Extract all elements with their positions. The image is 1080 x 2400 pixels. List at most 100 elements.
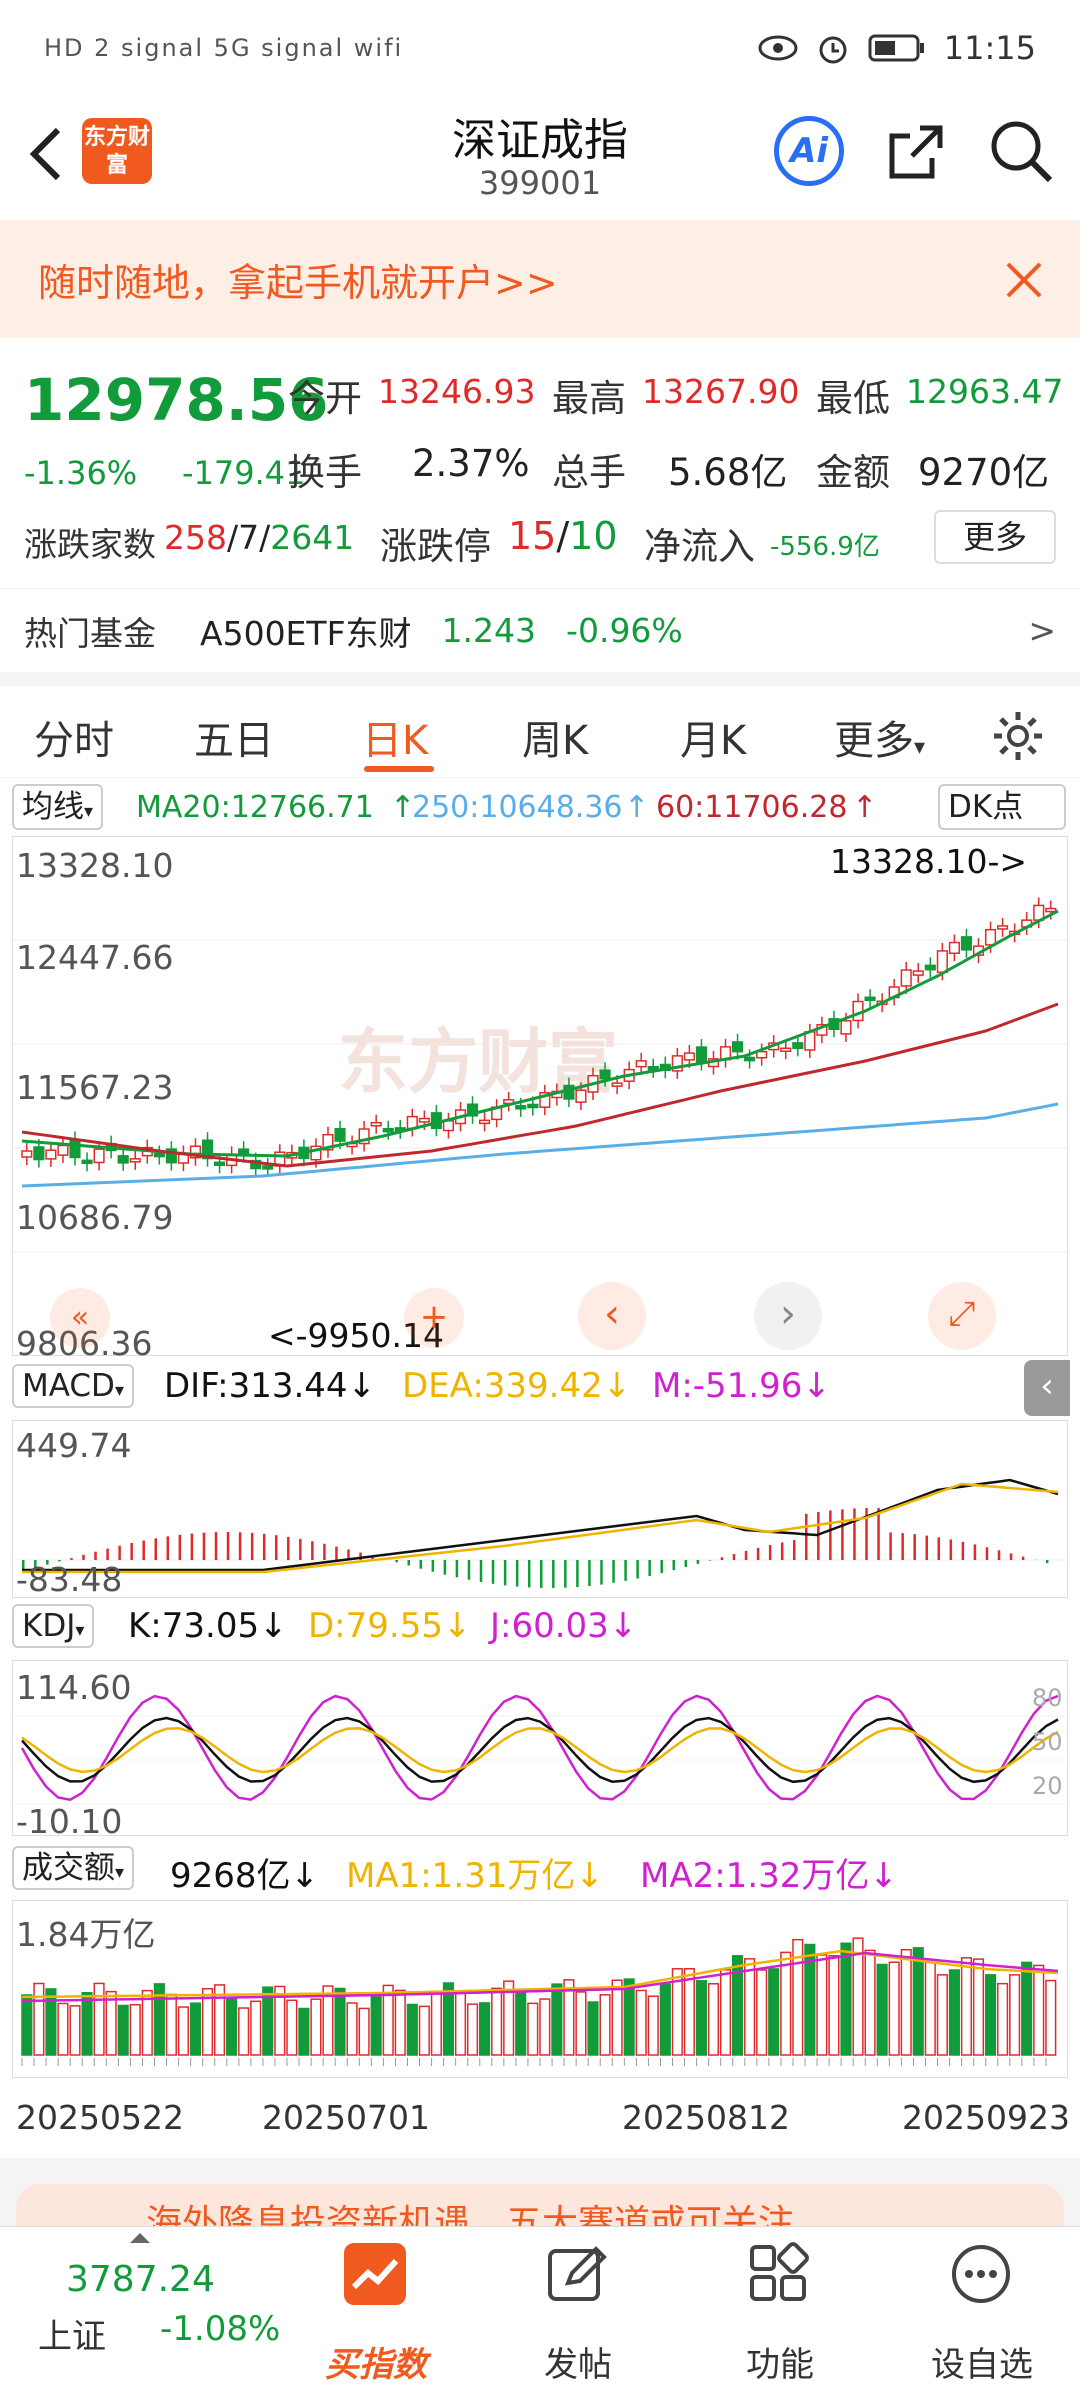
back-arrow-icon[interactable] bbox=[22, 124, 72, 184]
candle bbox=[924, 964, 936, 971]
candle bbox=[81, 1159, 93, 1165]
macd-bar bbox=[865, 1508, 868, 1560]
macd-bar bbox=[323, 1543, 326, 1560]
dk-point-button[interactable]: DK点 bbox=[938, 784, 1066, 830]
chevron-right-icon[interactable]: > bbox=[1028, 611, 1056, 650]
volume-bar bbox=[527, 2002, 539, 2056]
volume-bar bbox=[948, 1969, 960, 2056]
volume-bar bbox=[491, 1987, 503, 2056]
candle bbox=[213, 1161, 226, 1167]
post-button[interactable]: 发帖 bbox=[544, 2345, 612, 2385]
volume-bar bbox=[213, 1984, 226, 2056]
scroll-left-icon[interactable]: ‹ bbox=[578, 1282, 646, 1350]
eye-icon bbox=[758, 35, 798, 61]
dk-label: DK点 bbox=[948, 789, 1024, 825]
volume-bar bbox=[1021, 1961, 1033, 2056]
sh-index-name[interactable]: 上证 bbox=[38, 2317, 106, 2357]
amount-label: 金额 bbox=[816, 451, 890, 494]
tab-daily-k[interactable]: 日K bbox=[362, 718, 429, 764]
more-dots-icon[interactable] bbox=[948, 2241, 1014, 2307]
ma-select[interactable]: 均线▾ bbox=[12, 784, 104, 830]
buy-index-icon[interactable] bbox=[344, 2243, 406, 2305]
volume-bar bbox=[442, 1982, 455, 2056]
kdj-level-80: 80 bbox=[1032, 1684, 1063, 1712]
macd-bar bbox=[889, 1532, 892, 1560]
candle bbox=[792, 1042, 804, 1050]
macd-bar bbox=[540, 1560, 543, 1588]
add-watchlist-button[interactable]: 设自选 bbox=[931, 2345, 1033, 2385]
volume-bar bbox=[864, 1949, 876, 2056]
search-icon[interactable] bbox=[988, 118, 1054, 184]
fullscreen-icon[interactable]: ⤢ bbox=[928, 1282, 996, 1350]
macd-dif-line bbox=[22, 1478, 1059, 1572]
limit-sep: / bbox=[556, 514, 570, 558]
volume-bar bbox=[515, 1990, 527, 2056]
netflow-value: -556.9亿 bbox=[770, 532, 880, 562]
tab-weekly-k[interactable]: 周K bbox=[522, 718, 589, 764]
macd-bar bbox=[262, 1533, 266, 1560]
alarm-icon bbox=[819, 36, 847, 64]
fund-label: 热门基金 bbox=[24, 613, 156, 653]
volume-select[interactable]: 成交额▾ bbox=[12, 1846, 135, 1890]
volume-bar bbox=[599, 1994, 611, 2056]
zoom-in-icon[interactable]: + bbox=[404, 1288, 464, 1348]
tab-monthly-k[interactable]: 月K bbox=[680, 718, 747, 764]
edit-post-icon[interactable] bbox=[544, 2241, 610, 2307]
settings-gear-icon[interactable] bbox=[990, 708, 1046, 764]
candle bbox=[334, 1127, 346, 1142]
tab-intraday[interactable]: 分时 bbox=[34, 718, 114, 764]
tab-5day[interactable]: 五日 bbox=[194, 718, 274, 764]
scroll-right-icon[interactable]: › bbox=[754, 1282, 822, 1350]
fund-price: 1.243 bbox=[441, 611, 537, 650]
double-left-icon[interactable]: « bbox=[50, 1288, 110, 1348]
macd-bar bbox=[178, 1534, 182, 1560]
candle bbox=[515, 1105, 527, 1110]
fund-name[interactable]: A500ETF东财 bbox=[200, 613, 412, 653]
ma60-value: 60:11706.28 bbox=[656, 790, 848, 825]
volume-bar bbox=[274, 1985, 286, 2056]
candle bbox=[250, 1159, 262, 1170]
candle bbox=[635, 1060, 647, 1068]
macd-bar bbox=[479, 1560, 483, 1582]
collapse-panel-icon[interactable]: ‹ bbox=[1024, 1360, 1070, 1416]
candle bbox=[539, 1092, 551, 1108]
candle bbox=[780, 1047, 792, 1053]
kline-chart[interactable]: 东方财富 bbox=[12, 836, 1068, 1356]
kdj-level-50: 50 bbox=[1032, 1728, 1063, 1756]
volume-bar bbox=[298, 2007, 310, 2056]
ai-button[interactable]: Ai bbox=[774, 116, 844, 186]
account-open-banner[interactable]: 随时随地，拿起手机就开户>> bbox=[0, 220, 1080, 338]
limit-up: 15 bbox=[508, 514, 557, 558]
macd-bar bbox=[395, 1560, 398, 1563]
volume-bar bbox=[406, 2003, 418, 2056]
limit-label: 涨跌停 bbox=[380, 525, 491, 568]
candle bbox=[900, 969, 912, 987]
buy-index-button[interactable]: 买指数 bbox=[325, 2345, 427, 2385]
volume-bar bbox=[768, 1968, 780, 2056]
volume-bar bbox=[840, 1942, 852, 2056]
volume-bar bbox=[731, 1955, 744, 2056]
volume-bar bbox=[563, 1979, 575, 2056]
macd-bar bbox=[274, 1535, 278, 1560]
battery-icon bbox=[868, 34, 924, 62]
hot-fund-row[interactable]: 热门基金 A500ETF东财 1.243 -0.96% > bbox=[0, 588, 1080, 672]
kdj-select[interactable]: KDJ▾ bbox=[12, 1604, 95, 1648]
tab-more[interactable]: 更多▾ bbox=[834, 708, 925, 766]
macd-bar bbox=[1045, 1560, 1049, 1564]
share-icon[interactable] bbox=[884, 120, 948, 184]
sh-index-price[interactable]: 3787.24 bbox=[66, 2259, 215, 2300]
volume-bar bbox=[322, 1985, 334, 2056]
sh-index-change[interactable]: -1.08% bbox=[160, 2309, 281, 2349]
breadth-flat: 7 bbox=[238, 518, 260, 557]
volume-bar bbox=[21, 1994, 33, 2056]
banner-text[interactable]: 随时随地，拿起手机就开户>> bbox=[38, 260, 558, 305]
more-button[interactable]: 更多 bbox=[934, 510, 1056, 564]
macd-select[interactable]: MACD▾ bbox=[12, 1364, 134, 1408]
dea-value: DEA:339.42↓ bbox=[402, 1366, 632, 1406]
close-icon[interactable] bbox=[1004, 260, 1044, 300]
grid-function-icon[interactable] bbox=[746, 2241, 812, 2307]
volume-bar bbox=[141, 1989, 153, 2056]
function-button[interactable]: 功能 bbox=[746, 2345, 814, 2385]
vol-ma2-line bbox=[21, 1951, 1059, 2003]
volume-bar bbox=[1033, 1964, 1045, 2056]
